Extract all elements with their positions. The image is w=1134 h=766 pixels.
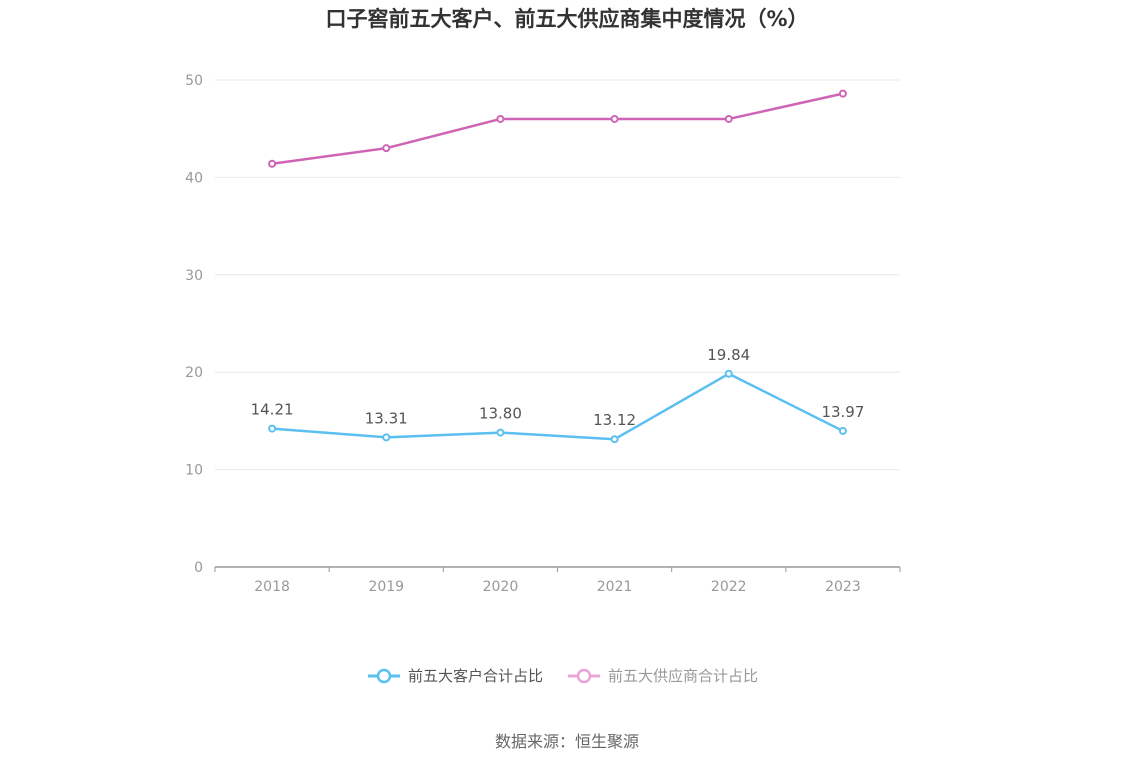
legend-item-1: 前五大客户合计占比 bbox=[368, 667, 543, 685]
data-point bbox=[268, 159, 277, 168]
data-point bbox=[838, 89, 847, 98]
series-1: 14.21 13.31 13.80 13.12 19.84 13.97 bbox=[251, 346, 864, 444]
data-label: 14.21 bbox=[251, 401, 294, 419]
data-point bbox=[838, 426, 847, 435]
y-tick-label: 0 bbox=[194, 560, 203, 576]
data-point bbox=[496, 428, 505, 437]
y-tick-label: 10 bbox=[185, 463, 203, 479]
legend-label: 前五大客户合计占比 bbox=[408, 667, 543, 685]
data-label: 13.80 bbox=[479, 405, 522, 423]
grid-lines bbox=[215, 79, 900, 471]
x-axis: 2018 2019 2020 2021 2022 2023 bbox=[214, 566, 901, 595]
legend-item-2: 前五大供应商合计占比 bbox=[568, 667, 758, 685]
series-2 bbox=[268, 89, 847, 168]
chart-title: 口子窖前五大客户、前五大供应商集中度情况（%） bbox=[325, 7, 808, 31]
x-tick-label: 2021 bbox=[597, 579, 633, 595]
series-group: 14.21 13.31 13.80 13.12 19.84 13.97 bbox=[251, 89, 864, 444]
data-point bbox=[382, 433, 391, 442]
data-point bbox=[724, 114, 733, 123]
legend-marker bbox=[576, 668, 592, 684]
source-note: 数据来源：恒生聚源 bbox=[495, 732, 639, 751]
x-tick-label: 2018 bbox=[254, 579, 290, 595]
x-tick-label: 2019 bbox=[368, 579, 404, 595]
legend-marker bbox=[376, 668, 392, 684]
y-tick-label: 30 bbox=[185, 268, 203, 284]
data-label: 13.12 bbox=[593, 411, 636, 429]
data-label: 13.31 bbox=[365, 409, 408, 427]
legend: 前五大客户合计占比 前五大供应商合计占比 bbox=[368, 667, 758, 685]
data-point bbox=[610, 435, 619, 444]
data-point bbox=[724, 369, 733, 378]
data-point bbox=[610, 114, 619, 123]
data-label: 13.97 bbox=[821, 403, 864, 421]
x-tick-label: 2022 bbox=[711, 579, 747, 595]
series-line bbox=[271, 92, 844, 166]
data-point bbox=[496, 114, 505, 123]
y-tick-label: 40 bbox=[185, 170, 203, 186]
x-tick-label: 2023 bbox=[825, 579, 861, 595]
series-line bbox=[271, 372, 844, 441]
x-tick-label: 2020 bbox=[483, 579, 519, 595]
data-point bbox=[268, 424, 277, 433]
legend-label: 前五大供应商合计占比 bbox=[608, 667, 758, 685]
y-tick-label: 50 bbox=[185, 73, 203, 89]
y-tick-label: 20 bbox=[185, 365, 203, 381]
y-axis: 0 10 20 30 40 50 bbox=[185, 73, 203, 576]
data-label: 19.84 bbox=[707, 346, 750, 364]
data-point bbox=[382, 144, 391, 153]
